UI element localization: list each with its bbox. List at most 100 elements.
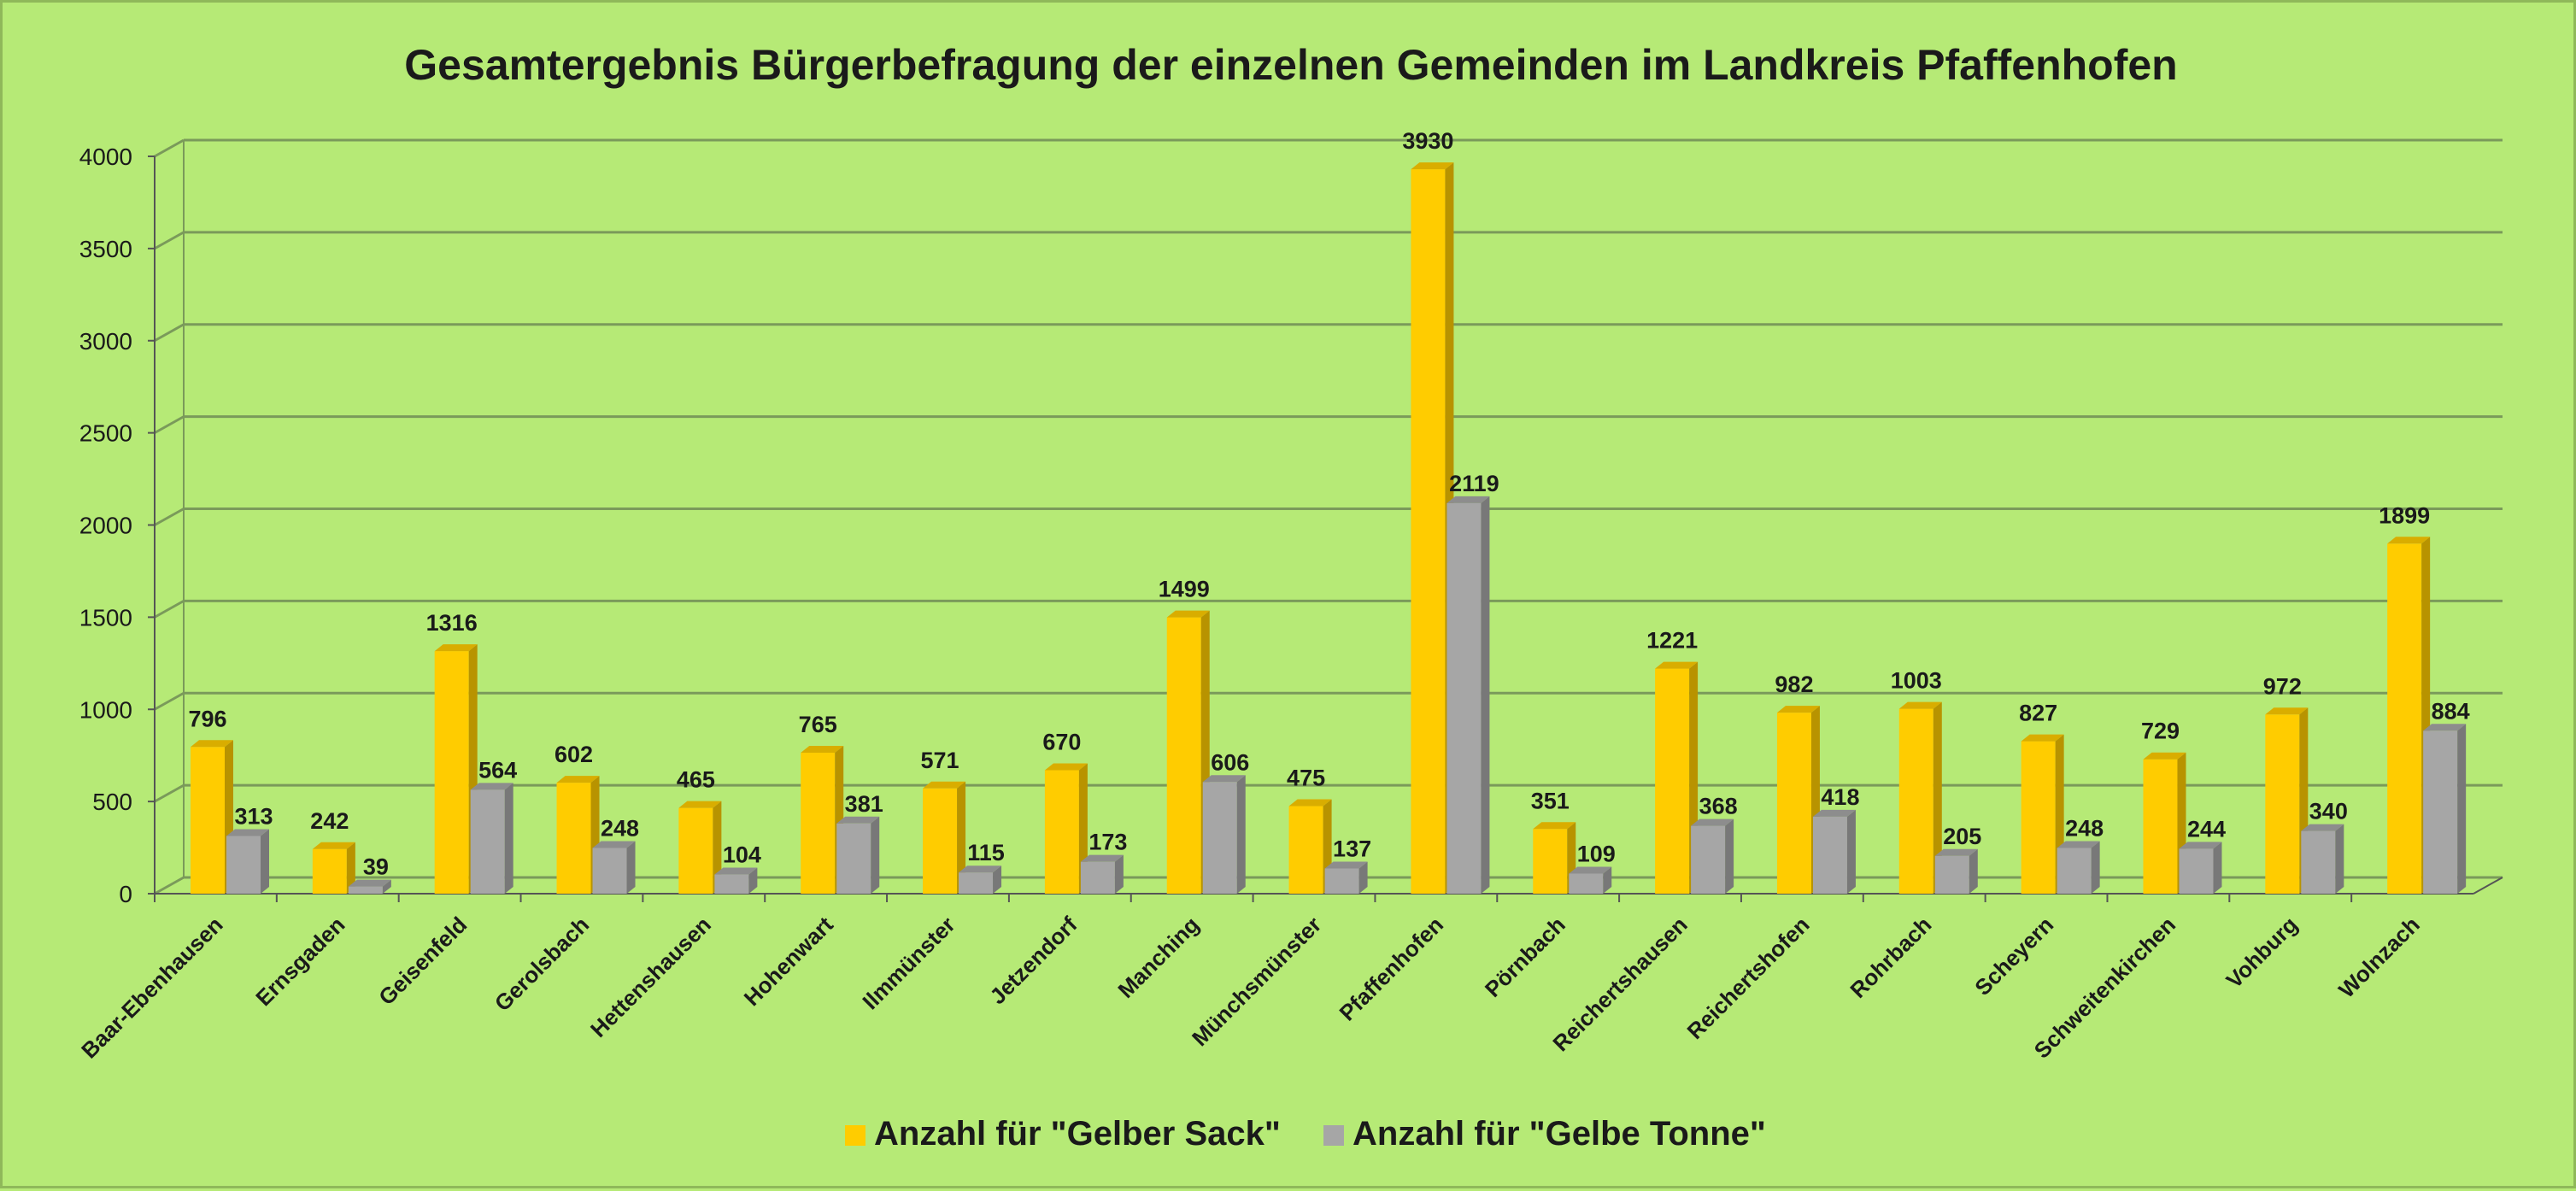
bar-front — [1898, 708, 1933, 894]
bar-front — [1569, 873, 1604, 894]
bar-front — [2387, 543, 2422, 894]
bar — [2057, 841, 2100, 894]
data-label: 173 — [1088, 830, 1127, 855]
bar-top — [2179, 842, 2222, 849]
data-label: 242 — [310, 808, 349, 834]
data-label: 571 — [921, 748, 959, 773]
bar-top — [2021, 734, 2064, 742]
bar-front — [556, 783, 591, 894]
x-tick-label: Pfaffenhofen — [1335, 912, 1449, 1026]
bar — [678, 801, 722, 894]
bar-front — [959, 872, 994, 894]
bar-front — [1934, 855, 1969, 894]
data-label: 729 — [2141, 719, 2180, 744]
x-tick-label: Hohenwart — [739, 912, 838, 1011]
bar-front — [714, 874, 749, 894]
gridline-side — [154, 691, 185, 711]
bar-side — [748, 867, 758, 894]
data-label: 602 — [555, 742, 593, 767]
bar-side — [1933, 701, 1942, 894]
bar-top — [470, 783, 513, 790]
gridline-side — [154, 415, 185, 434]
x-tick-label: Vohburg — [2221, 912, 2303, 993]
bar — [2265, 707, 2309, 894]
bar-front — [1655, 668, 1690, 894]
bar-top — [1655, 661, 1699, 669]
bar-front — [801, 752, 836, 894]
bar-side — [2213, 842, 2222, 894]
data-labels: 796 313 242 39 1316 564 602 248 465 104 765 381 571 1… — [188, 128, 2469, 879]
y-tick-label: 2000 — [79, 513, 132, 539]
bar-top — [714, 867, 758, 875]
bar-side — [1236, 775, 1246, 894]
bar-top — [434, 644, 478, 652]
bar-top — [2265, 707, 2309, 715]
y-tick-label: 3500 — [79, 236, 132, 262]
y-tick-label: 4000 — [79, 144, 132, 170]
bar-top — [1691, 818, 1734, 826]
bar-top — [312, 842, 355, 849]
data-label: 1316 — [426, 610, 478, 636]
bar-top — [1288, 799, 1332, 807]
bar-front — [2265, 714, 2300, 894]
bar-side — [1846, 809, 1856, 894]
data-label: 340 — [2309, 799, 2348, 824]
bar-front — [1812, 816, 1847, 894]
x-tick-label: Ilmmünster — [857, 912, 959, 1014]
bar-side — [1725, 818, 1734, 894]
data-label: 313 — [234, 803, 273, 829]
bar — [2021, 734, 2064, 894]
gridline-side — [154, 507, 185, 526]
x-tick-label: Pörnbach — [1480, 912, 1570, 1002]
data-label: 884 — [2432, 698, 2470, 724]
data-label: 475 — [1287, 766, 1325, 791]
bar-top — [1324, 861, 1368, 869]
bar-front — [2143, 759, 2178, 894]
bar-top — [1202, 775, 1246, 783]
x-tick-label: Reichertshofen — [1682, 912, 1815, 1044]
bar-top — [556, 776, 600, 783]
gridline-side — [154, 323, 185, 343]
bar-front — [1446, 502, 1482, 894]
bar — [836, 816, 880, 894]
bar-side — [346, 842, 355, 894]
bar-top — [348, 879, 391, 887]
bar-side — [2457, 724, 2467, 894]
data-label: 827 — [2019, 701, 2057, 726]
data-label: 137 — [1333, 836, 1371, 861]
gridline-side — [154, 138, 185, 158]
data-label: 109 — [1577, 841, 1616, 866]
bar-top — [2423, 724, 2467, 731]
legend-swatch-gelber-sack — [845, 1125, 866, 1146]
data-label: 972 — [2263, 673, 2302, 699]
x-tick-label: Jetzendorf — [984, 912, 1082, 1009]
data-label: 982 — [1775, 672, 1813, 697]
bar-top — [2301, 824, 2344, 831]
data-label: 3930 — [1402, 128, 1453, 154]
bar-top — [1569, 866, 1612, 874]
bar-side — [957, 781, 966, 894]
legend-label-gelber-sack: Anzahl für "Gelber Sack" — [874, 1115, 1281, 1153]
data-label: 606 — [1211, 749, 1249, 775]
data-label: 1221 — [1646, 628, 1698, 654]
y-tick-label: 1500 — [79, 604, 132, 631]
bar — [2301, 824, 2344, 894]
data-label: 39 — [363, 854, 389, 880]
data-label: 1003 — [1891, 668, 1942, 694]
bar — [1080, 854, 1124, 894]
data-label: 418 — [1821, 784, 1859, 810]
bar-side — [1603, 866, 1612, 894]
bar — [1934, 848, 1978, 894]
bar — [556, 776, 600, 894]
legend-swatch-gelbe-tonne — [1323, 1125, 1344, 1146]
bar-front — [836, 823, 871, 894]
y-tick-label: 2500 — [79, 420, 132, 447]
bar-front — [2423, 730, 2458, 894]
bars — [191, 162, 2467, 895]
bar-side — [382, 879, 391, 894]
bar-top — [923, 781, 966, 789]
bar-front — [1533, 829, 1568, 894]
bar-top — [1898, 701, 1942, 709]
data-label: 796 — [188, 706, 226, 731]
